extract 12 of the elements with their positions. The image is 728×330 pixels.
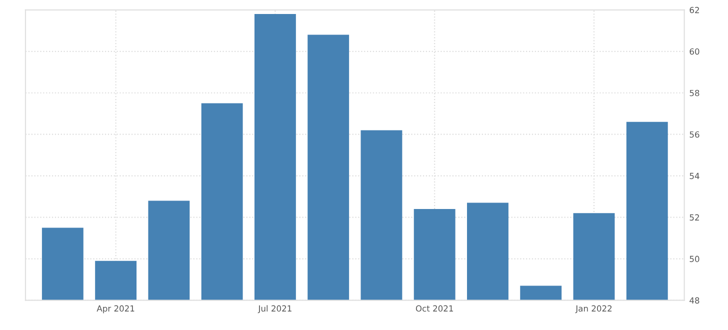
y-tick-label: 50 (690, 256, 700, 262)
x-tick-label: Oct 2021 (416, 305, 453, 312)
y-tick-label: 56 (690, 131, 700, 138)
y-tick-label: 62 (690, 6, 699, 14)
y-tick-label: 48 (690, 297, 700, 304)
y-tick-label: 60 (690, 48, 700, 55)
y-tick-label: 52 (690, 214, 699, 221)
y-tick-label: 58 (690, 90, 700, 96)
x-tick-label: Jul 2021 (258, 305, 292, 314)
y-tick-label: 54 (690, 172, 700, 180)
x-tick-label: Apr 2021 (96, 305, 134, 314)
x-tick-label: Jan 2022 (575, 305, 612, 314)
